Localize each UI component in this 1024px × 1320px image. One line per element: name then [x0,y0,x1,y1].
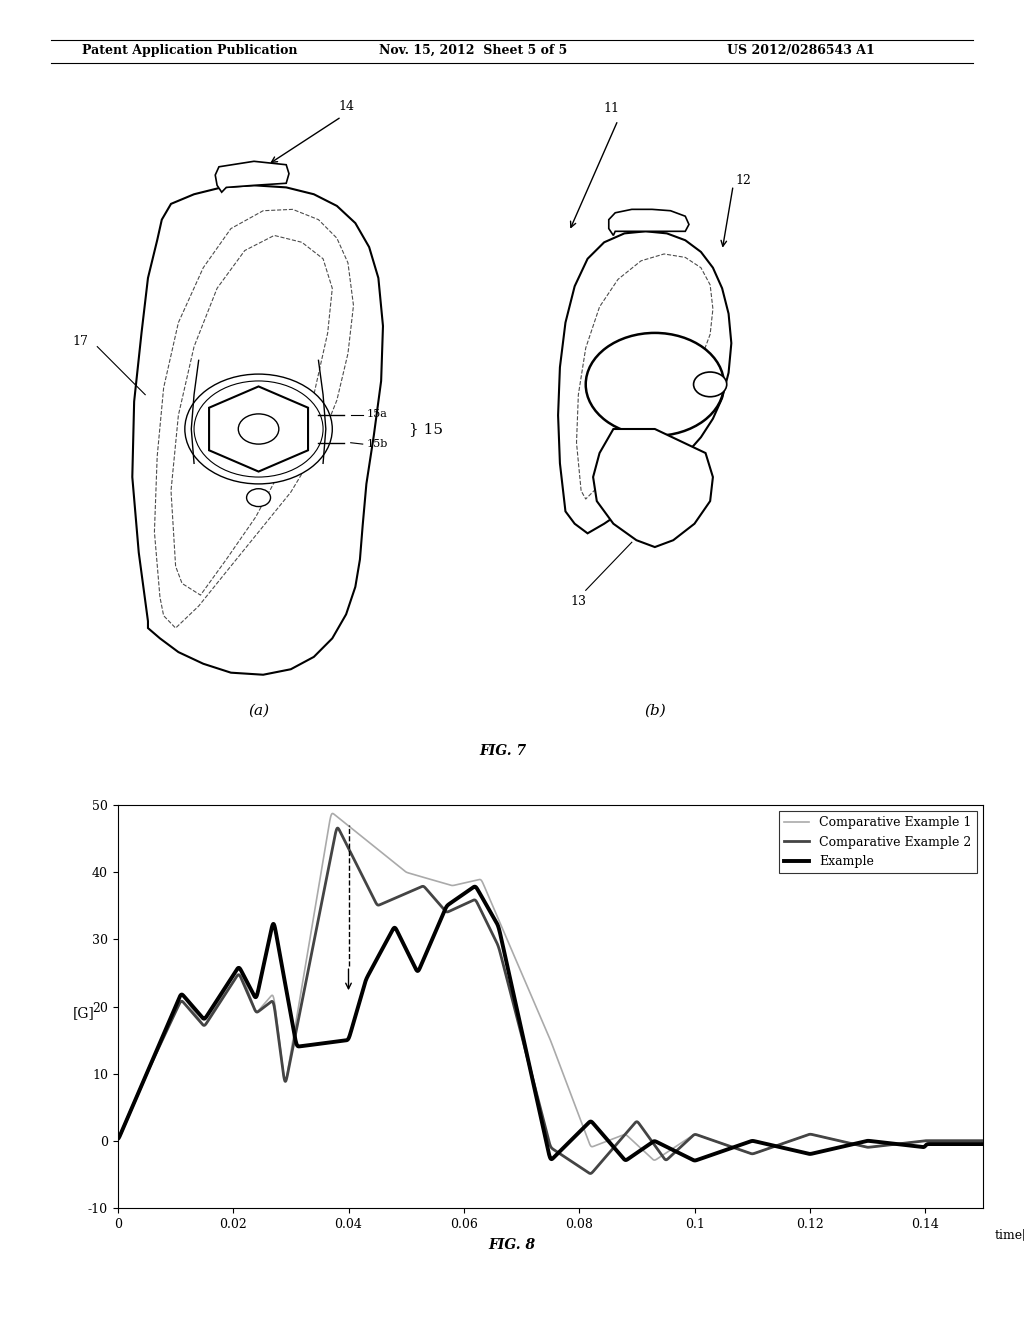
Circle shape [586,333,724,436]
Comparative Example 1 [262,991,274,1007]
Comparative Example 1 [481,886,494,902]
Comparative Example 2 [112,1131,124,1147]
Circle shape [184,374,332,484]
Line: Comparative Example 2: Comparative Example 2 [118,828,983,1173]
Text: FIG. 8: FIG. 8 [488,1238,536,1253]
Polygon shape [558,231,731,533]
Comparative Example 1 [867,1139,880,1155]
Polygon shape [215,161,289,193]
Text: } 15: } 15 [409,422,442,436]
Example [469,879,481,895]
Example [977,1137,989,1152]
Text: US 2012/0286543 A1: US 2012/0286543 A1 [727,44,874,57]
Y-axis label: [G]: [G] [73,1006,94,1020]
Comparative Example 2 [977,1133,989,1148]
Polygon shape [593,429,713,546]
Text: 15b: 15b [367,440,388,449]
Polygon shape [609,210,689,235]
Comparative Example 2 [585,1166,597,1181]
Comparative Example 2 [210,999,222,1015]
Text: (a): (a) [248,704,269,718]
Text: 14: 14 [338,100,354,114]
Text: (b): (b) [644,704,666,718]
Text: 15a: 15a [367,409,387,418]
Text: 17: 17 [72,335,88,347]
Example [112,1131,124,1147]
Comparative Example 1 [961,1133,973,1148]
Legend: Comparative Example 1, Comparative Example 2, Example: Comparative Example 1, Comparative Examp… [779,812,977,873]
Text: time[S]: time[S] [994,1228,1024,1241]
Circle shape [239,414,279,444]
Text: Nov. 15, 2012  Sheet 5 of 5: Nov. 15, 2012 Sheet 5 of 5 [379,44,567,57]
Example [689,1152,701,1168]
Comparative Example 1 [648,1152,660,1168]
Comparative Example 2 [443,903,456,919]
Comparative Example 2 [961,1133,973,1148]
Comparative Example 1 [112,1131,124,1147]
Line: Example: Example [118,887,983,1160]
Text: 13: 13 [570,595,587,609]
Circle shape [195,381,324,477]
Comparative Example 1 [210,998,222,1014]
Text: 11: 11 [603,102,620,115]
Comparative Example 2 [262,997,274,1012]
Polygon shape [132,185,383,675]
Circle shape [247,488,270,507]
Circle shape [693,372,727,397]
Example [867,1134,880,1150]
Comparative Example 1 [977,1133,989,1148]
Comparative Example 1 [327,805,339,821]
Comparative Example 2 [332,820,344,836]
Text: FIG. 7: FIG. 7 [479,744,526,759]
Comparative Example 1 [443,876,456,892]
Comparative Example 2 [481,916,494,932]
Polygon shape [209,387,308,471]
Text: Patent Application Publication: Patent Application Publication [82,44,297,57]
Line: Comparative Example 1: Comparative Example 1 [118,813,983,1160]
Example [481,899,494,915]
Comparative Example 2 [867,1139,880,1155]
Example [961,1137,973,1152]
Example [262,939,274,954]
Example [443,896,456,912]
Text: 12: 12 [735,174,751,187]
Example [210,993,222,1008]
